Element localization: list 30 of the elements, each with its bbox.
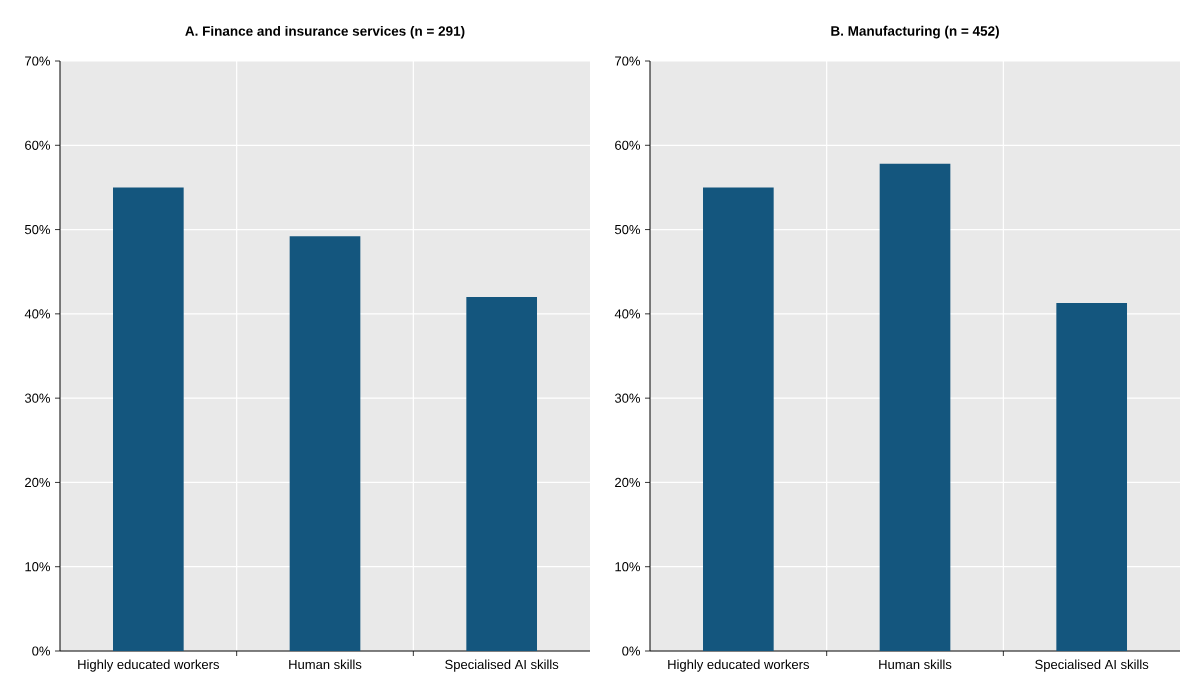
x-tick-label: Specialised AI skills [1035,659,1149,672]
chart-title: A. Finance and insurance services (n = 291) [185,25,465,39]
y-tick-label: 60% [615,140,641,150]
y-tick-label: 20% [615,477,641,488]
x-tick-label: Highly educated workers [78,659,219,672]
y-tick-label: 10% [25,562,50,572]
y-tick-label: 20% [25,477,50,488]
bar [1056,302,1128,651]
y-tick-label: 70% [25,56,50,66]
x-tick-label: Highly educated workers [668,659,810,672]
y-tick-label: 0% [32,646,50,656]
y-tick-label: 0% [622,646,641,656]
x-tick-label: Specialised AI skills [445,659,559,672]
x-tick-label: Human skills [879,659,952,670]
bar [879,163,951,651]
x-tick-label: Human skills [289,659,362,670]
y-tick-label: 30% [614,393,641,403]
y-tick-label: 70% [615,56,641,66]
y-tick-label: 50% [24,224,50,235]
y-tick-label: 60% [25,140,50,150]
y-tick-label: 30% [24,393,50,403]
bar [703,187,774,651]
bar [289,236,361,651]
y-tick-label: 10% [615,562,641,572]
y-tick-label: 40% [614,309,641,319]
y-tick-label: 50% [614,224,641,235]
y-tick-label: 40% [24,309,50,319]
bar [466,297,537,651]
chart-title: B. Manufacturing (n = 452) [831,25,999,39]
bar [113,187,184,651]
